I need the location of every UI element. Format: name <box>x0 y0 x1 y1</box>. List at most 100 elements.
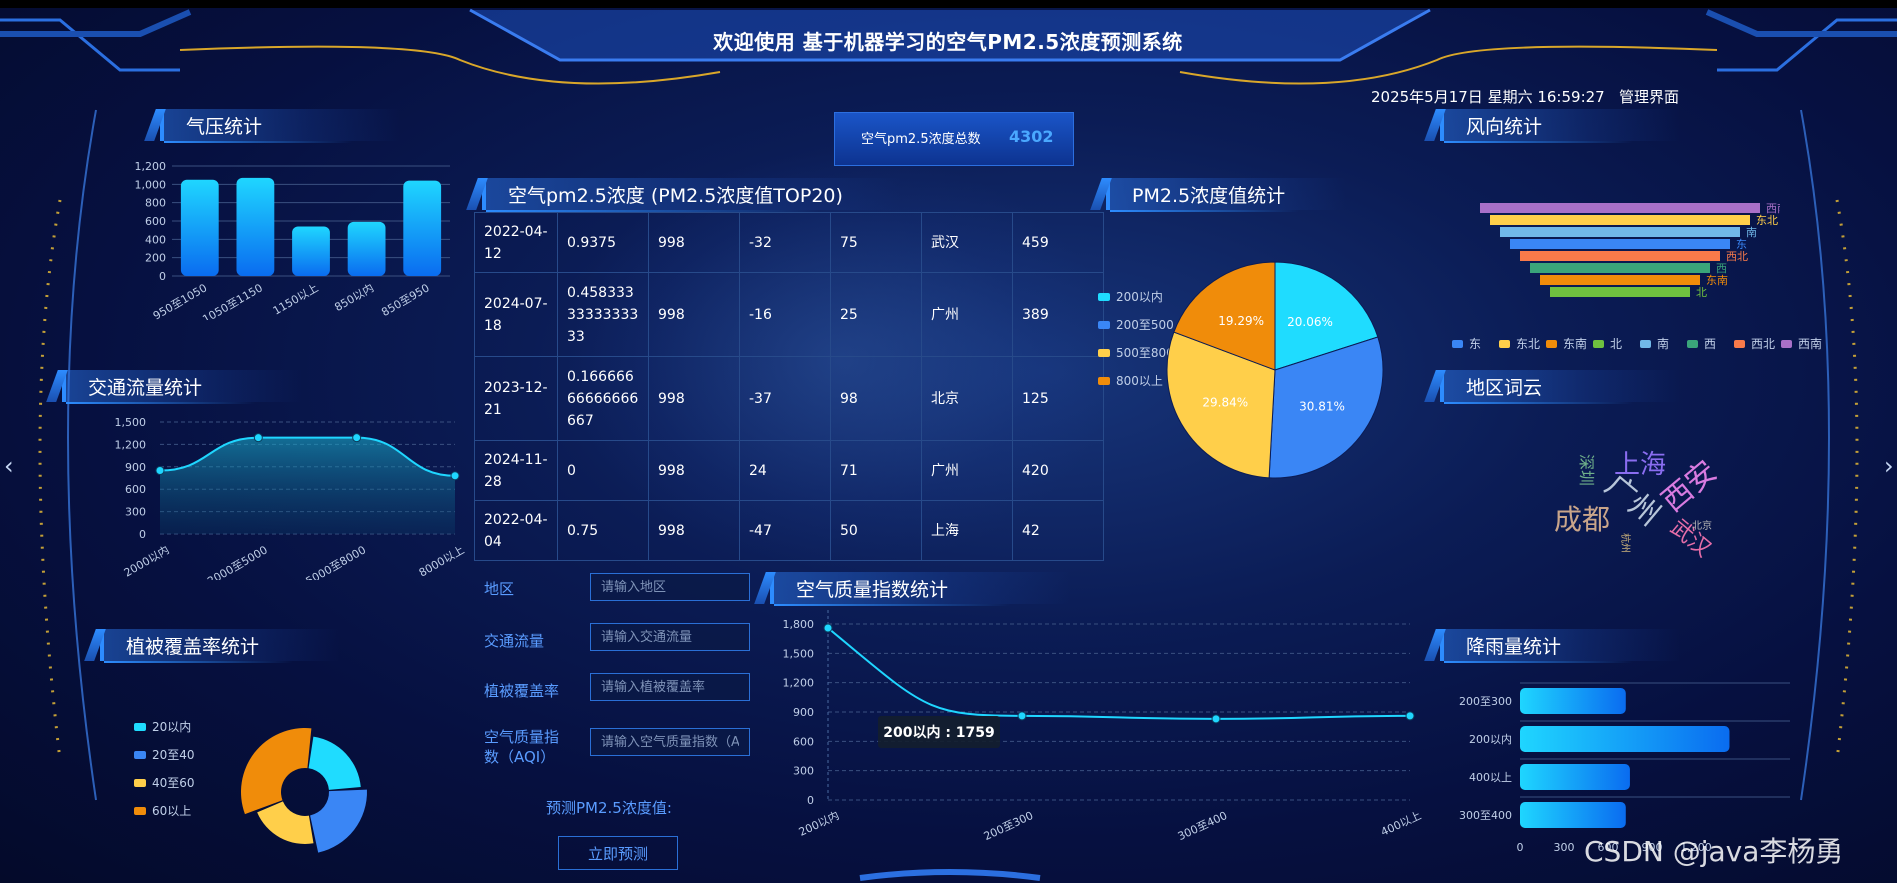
legend-item[interactable]: 40至60 <box>134 774 195 791</box>
table-cell: 25 <box>830 272 922 357</box>
word: 深圳 <box>1577 453 1597 487</box>
x-tick-label: 300至400 <box>1176 809 1230 840</box>
x-tick-label: 2000至5000 <box>205 543 270 580</box>
table-cell: 广州 <box>921 440 1013 501</box>
table-row: 2024-11-28 0 998 24 71 广州 420 <box>474 440 1104 501</box>
table-cell: 24 <box>739 440 831 501</box>
funnel-label: 南 <box>1746 226 1757 239</box>
legend-item[interactable]: 200以内 <box>1098 288 1163 305</box>
region-label: 地区 <box>484 580 515 598</box>
pressure-title: 气压统计 <box>160 109 400 143</box>
legend-item[interactable]: 西 <box>1687 335 1716 352</box>
y-tick-label: 1,500 <box>783 647 815 660</box>
vegetation-chart <box>241 728 367 853</box>
y-tick-label: 1,800 <box>783 618 815 631</box>
top-bar <box>0 0 1897 8</box>
wordcloud-title: 地区词云 <box>1440 370 1680 404</box>
pressure-chart: 02004006008001,0001,200950至10501050至1150… <box>135 160 450 320</box>
legend-item[interactable]: 东北 <box>1499 335 1540 352</box>
table-row: 2022-04-12 0.9375 998 -32 75 武汉 459 <box>474 212 1104 273</box>
legend-item[interactable]: 东 <box>1452 335 1481 352</box>
legend-item[interactable]: 南 <box>1640 335 1669 352</box>
x-tick-label: 300 <box>1554 841 1575 854</box>
funnel-segment <box>1550 287 1690 297</box>
slice-label: 19.29% <box>1218 314 1264 328</box>
pie-slice <box>1268 336 1384 479</box>
legend-label: 东 <box>1469 337 1482 351</box>
y-tick-label: 0 <box>159 270 166 283</box>
legend-item[interactable]: 500至800 <box>1098 344 1174 361</box>
legend-label: 800以上 <box>1116 374 1163 388</box>
legend-item[interactable]: 20至40 <box>134 746 195 763</box>
predict-button[interactable]: 立即预测 <box>558 836 678 870</box>
x-tick-label: 850至950 <box>379 281 431 319</box>
traffic-label: 交通流量 <box>484 632 545 650</box>
region-input[interactable] <box>590 573 750 601</box>
y-tick-label: 200至300 <box>1459 695 1512 708</box>
datetime: 2025年5月17日 星期六 16:59:27 <box>1371 88 1605 106</box>
y-tick-label: 900 <box>793 706 814 719</box>
legend-item[interactable]: 60以上 <box>134 802 191 819</box>
funnel-segment <box>1500 227 1740 237</box>
x-tick-label: 200以内 <box>796 808 841 839</box>
legend-label: 西 <box>1704 337 1717 351</box>
funnel-label: 北 <box>1696 286 1707 299</box>
funnel-label: 西 <box>1716 262 1727 275</box>
funnel-segment <box>1530 263 1710 273</box>
legend-label: 40至60 <box>152 776 195 790</box>
funnel-label: 东 <box>1736 238 1747 251</box>
legend-label: 北 <box>1610 337 1623 351</box>
pm25-title: PM2.5浓度值统计 <box>1106 178 1346 212</box>
admin-link[interactable]: 管理界面 <box>1619 88 1680 106</box>
table-cell: 上海 <box>921 500 1013 561</box>
legend-item[interactable]: 北 <box>1593 335 1622 352</box>
aqi-label-line1: 空气质量指 <box>484 728 560 746</box>
bar <box>292 226 330 276</box>
aqi-title: 空气质量指数统计 <box>770 572 1070 606</box>
table-cell: 2023-12-21 <box>474 356 558 441</box>
legend-item[interactable]: 西南 <box>1781 335 1822 352</box>
data-point <box>155 466 165 476</box>
series-line <box>159 436 456 477</box>
prev-arrow-icon[interactable]: ‹ <box>4 452 14 480</box>
y-tick-label: 200以内 <box>1469 732 1512 746</box>
legend-item[interactable]: 200至500 <box>1098 316 1174 333</box>
table-cell: 998 <box>648 356 740 441</box>
table-row: 2022-04-04 0.75 998 -47 50 上海 42 <box>474 500 1104 561</box>
legend-item[interactable]: 东南 <box>1546 335 1587 352</box>
funnel-segment <box>1480 203 1760 213</box>
y-tick-label: 1,200 <box>783 677 815 690</box>
slice-label: 20.06% <box>1287 315 1333 329</box>
series-line <box>827 627 1411 720</box>
funnel-label: 东北 <box>1756 214 1778 227</box>
data-point <box>352 433 362 443</box>
next-arrow-icon[interactable]: › <box>1884 452 1894 480</box>
vegetation-input[interactable] <box>590 673 750 701</box>
legend-item[interactable]: 800以上 <box>1098 372 1163 389</box>
wind-title: 风向统计 <box>1440 109 1680 143</box>
page-title: 欢迎使用 基于机器学习的空气PM2.5浓度预测系统 <box>713 30 1183 54</box>
table-cell: 0.4583333333333333 <box>557 272 649 357</box>
y-tick-label: 300 <box>793 765 814 778</box>
bar <box>236 177 275 276</box>
x-tick-label: 900 <box>1642 841 1663 854</box>
bar <box>1520 726 1730 752</box>
traffic-input[interactable] <box>590 623 750 651</box>
y-tick-label: 1,200 <box>115 438 147 451</box>
aqi-input[interactable] <box>590 728 750 756</box>
pie-slice <box>1173 261 1276 371</box>
y-tick-label: 800 <box>145 197 166 210</box>
bar <box>1520 764 1630 790</box>
table-row: 2023-12-21 0.16666666666666667 998 -37 98 北京 1… <box>474 356 1104 441</box>
area-fill <box>160 437 455 534</box>
table-cell: 武汉 <box>921 212 1013 273</box>
rose-slice <box>241 728 312 815</box>
x-tick-label: 8000以上 <box>417 543 467 579</box>
y-tick-label: 300至400 <box>1459 809 1512 822</box>
rose-slice <box>308 736 361 790</box>
legend-item[interactable]: 20以内 <box>134 718 191 735</box>
word: 成都 <box>1554 503 1611 536</box>
legend-item[interactable]: 西北 <box>1734 335 1775 352</box>
data-point <box>823 623 833 633</box>
table-cell: 2022-04-12 <box>474 212 558 273</box>
